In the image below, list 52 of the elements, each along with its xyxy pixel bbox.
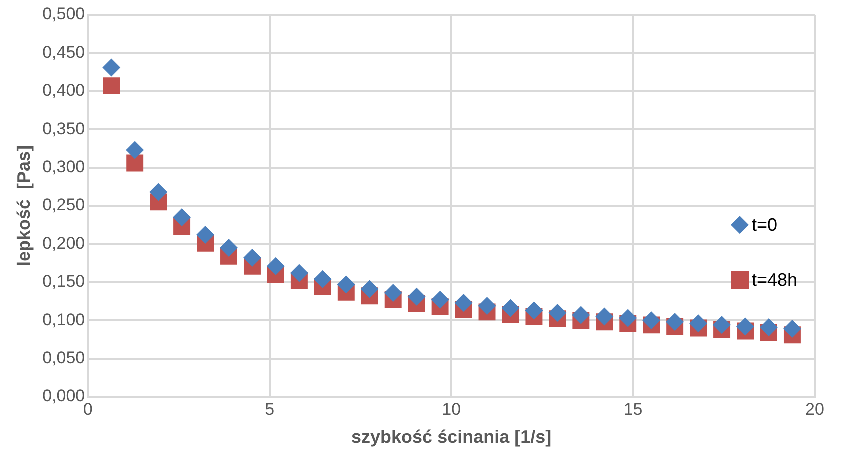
point (596, 308, 614, 326)
point (502, 299, 520, 318)
y-tick-label: 0,100 (42, 310, 86, 330)
point (314, 270, 332, 288)
point (243, 248, 262, 267)
point (454, 294, 473, 312)
x-tick-label: 20 (806, 400, 824, 419)
x-tick-label: 0 (83, 400, 93, 419)
point (525, 302, 544, 320)
point (360, 280, 379, 298)
point (408, 288, 426, 306)
x-axis-title: szybkość ścinania [1/s] (352, 427, 552, 448)
point (126, 154, 144, 172)
x-tick-label: 10 (442, 400, 462, 419)
point (337, 276, 356, 294)
x-tick-label: 5 (265, 400, 275, 419)
point (266, 257, 285, 276)
y-tick-label: 0,500 (42, 4, 86, 24)
point (548, 304, 567, 322)
y-tick-label: 0,000 (42, 386, 86, 406)
point (619, 309, 638, 328)
point (431, 290, 450, 309)
x-tick-label: 15 (624, 400, 643, 419)
point (220, 239, 238, 258)
y-tick-label: 0,200 (42, 234, 86, 253)
point (783, 320, 802, 338)
y-tick-label: 0,300 (42, 157, 86, 176)
point (690, 314, 708, 333)
point (572, 306, 590, 324)
point (736, 318, 755, 336)
y-tick-label: 0,400 (42, 81, 86, 100)
point (196, 226, 215, 244)
point (384, 284, 402, 302)
point (478, 297, 496, 316)
point (760, 318, 778, 336)
y-tick-label: 0,250 (42, 196, 86, 215)
point (666, 313, 684, 332)
point (103, 78, 120, 95)
point (150, 183, 168, 202)
y-axis-title: lepkość [Pas] (14, 145, 34, 267)
y-tick-label: 0,050 (42, 348, 86, 368)
point (290, 264, 308, 282)
point (102, 58, 121, 77)
point (126, 141, 144, 160)
point (173, 208, 192, 226)
point (642, 312, 661, 330)
y-tick-label: 0,150 (42, 272, 86, 292)
point (713, 316, 732, 334)
legend-label: t=0 (752, 215, 778, 236)
legend-label: t=48h (752, 270, 798, 290)
y-tick-label: 0,350 (42, 119, 86, 138)
y-tick-label: 0,450 (42, 42, 86, 62)
